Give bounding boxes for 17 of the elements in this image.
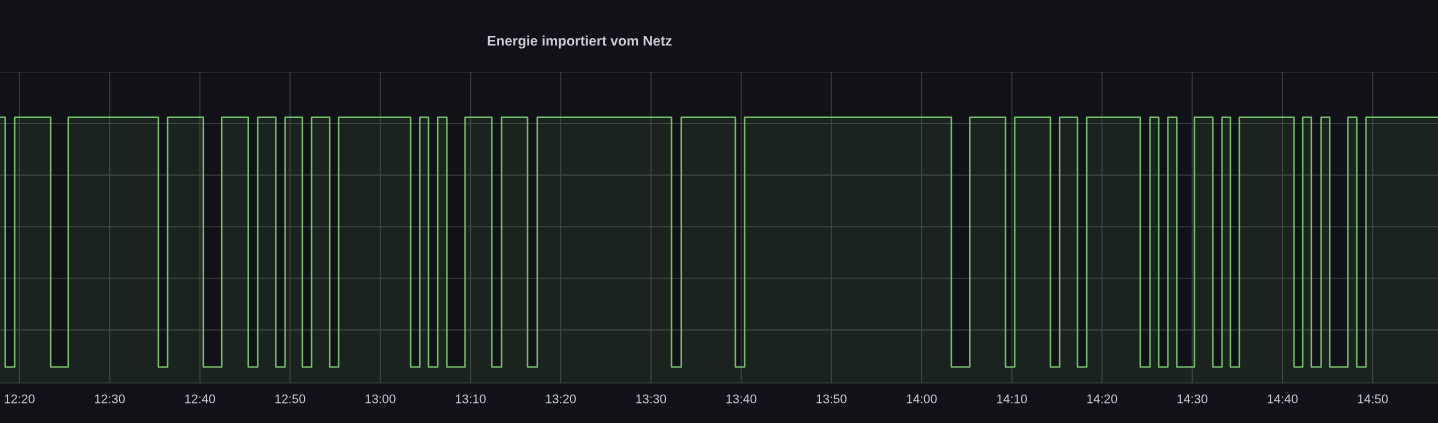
x-tick-label: 13:50 — [816, 394, 847, 404]
x-tick-label: 13:20 — [546, 394, 576, 404]
x-tick-label: 14:30 — [1177, 394, 1208, 404]
x-tick-label: 12:20 — [4, 394, 35, 404]
x-tick-label: 14:00 — [906, 394, 937, 404]
x-tick-label: 13:30 — [636, 394, 667, 404]
x-tick-label: 14:40 — [1267, 394, 1298, 404]
x-tick-label: 14:50 — [1357, 394, 1388, 404]
x-tick-label: 13:40 — [726, 394, 757, 404]
x-tick-label: 14:10 — [997, 394, 1027, 404]
x-tick-label: 12:50 — [275, 394, 306, 404]
x-tick-label: 13:00 — [365, 394, 396, 404]
x-tick-label: 14:20 — [1087, 394, 1118, 404]
x-tick-label: 13:10 — [455, 394, 486, 404]
x-tick-label: 12:30 — [94, 394, 125, 404]
chart-title: Energie importiert vom Netz — [487, 35, 672, 49]
x-tick-label: 12:40 — [185, 394, 216, 404]
